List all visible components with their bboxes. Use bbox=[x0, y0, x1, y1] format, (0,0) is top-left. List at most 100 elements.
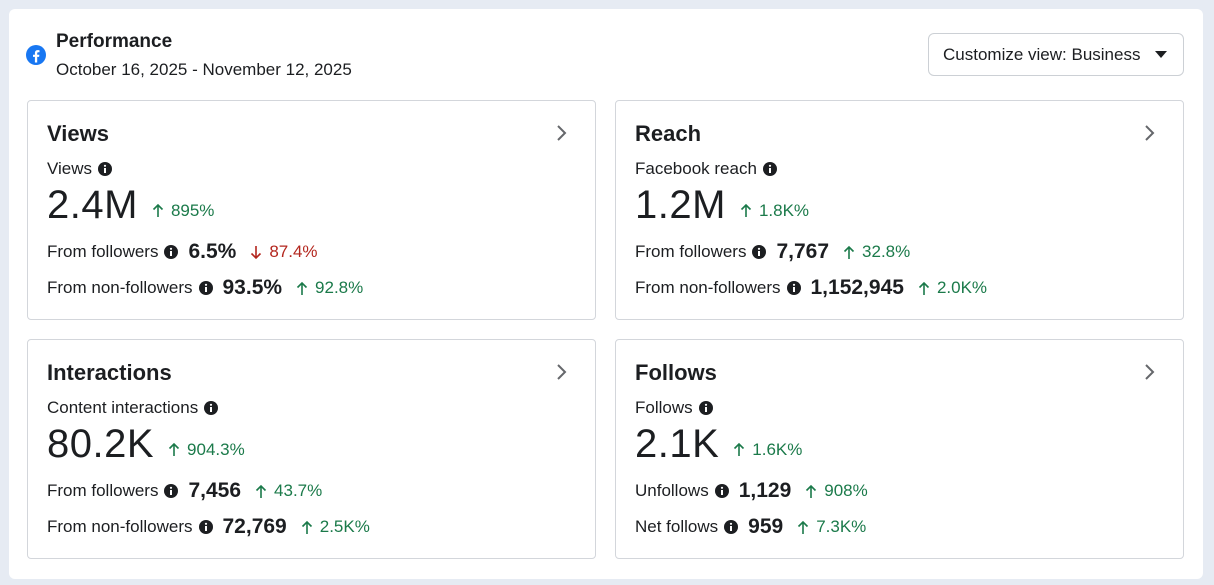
sub-metric-label: Unfollows bbox=[635, 481, 709, 500]
delta-text: 43.7% bbox=[274, 481, 323, 500]
chevron-right-icon[interactable] bbox=[551, 362, 571, 382]
metric-delta: 1.8K% bbox=[740, 201, 809, 221]
sub-metric-label: From followers bbox=[635, 242, 747, 261]
customize-view-label: Customize view: Business bbox=[943, 44, 1141, 64]
sub-metric-row: From non-followers 72,769 2.5K% bbox=[47, 515, 370, 539]
delta-text: 32.8% bbox=[862, 242, 911, 261]
card-title: Follows bbox=[635, 360, 717, 385]
metric-delta: 904.3% bbox=[168, 440, 245, 460]
card-title: Views bbox=[47, 121, 109, 146]
delta-text: 895% bbox=[170, 200, 215, 220]
metric-delta: 895% bbox=[152, 201, 214, 221]
sub-metric-row: Unfollows 1,129 908% bbox=[635, 479, 868, 503]
metric-label: Views bbox=[47, 159, 113, 179]
delta-text: 2.5K% bbox=[319, 517, 370, 536]
sub-metric-delta: 43.7% bbox=[255, 481, 322, 501]
card-follows[interactable]: Follows Follows 2.1K 1.6K% Unfollows 1,1… bbox=[615, 339, 1184, 559]
arrow-up-icon bbox=[734, 442, 745, 456]
sub-metric-delta: 908% bbox=[805, 481, 868, 501]
arrow-up-icon bbox=[843, 245, 855, 259]
customize-view-dropdown[interactable]: Customize view: Business bbox=[928, 33, 1184, 76]
sub-metric-value: 7,767 bbox=[776, 240, 830, 263]
info-icon[interactable] bbox=[98, 162, 113, 176]
sub-metric-label: From non-followers bbox=[47, 517, 193, 536]
date-range: October 16, 2025 - November 12, 2025 bbox=[56, 60, 352, 79]
sub-metric-row: From non-followers 93.5% 92.8% bbox=[47, 276, 363, 300]
info-icon[interactable] bbox=[714, 484, 729, 498]
sub-metric-label: From non-followers bbox=[635, 278, 781, 297]
chevron-right-icon[interactable] bbox=[551, 123, 571, 143]
delta-text: 904.3% bbox=[187, 439, 245, 459]
sub-metric-delta: 2.5K% bbox=[301, 517, 370, 537]
sub-metric-label: From followers bbox=[47, 481, 159, 500]
info-icon[interactable] bbox=[698, 401, 713, 415]
arrow-up-icon bbox=[918, 281, 930, 295]
info-icon[interactable] bbox=[198, 520, 213, 534]
sub-metric-label: From followers bbox=[47, 242, 159, 261]
sub-metric-value: 1,152,945 bbox=[810, 276, 904, 299]
metric-value-row: 2.4M 895% bbox=[47, 183, 214, 228]
delta-text: 908% bbox=[824, 481, 868, 500]
metric-value: 2.1K bbox=[635, 422, 720, 466]
card-reach[interactable]: Reach Facebook reach 1.2M 1.8K% From fol… bbox=[615, 100, 1184, 320]
sub-metric-row: From followers 7,456 43.7% bbox=[47, 479, 322, 503]
card-title: Interactions bbox=[47, 360, 172, 385]
sub-metric-row: From non-followers 1,152,945 2.0K% bbox=[635, 276, 987, 300]
metric-label-text: Content interactions bbox=[47, 398, 199, 417]
metric-label: Follows bbox=[635, 398, 713, 418]
metric-label: Content interactions bbox=[47, 398, 219, 418]
facebook-logo-icon bbox=[26, 45, 46, 65]
metric-value: 1.2M bbox=[635, 183, 726, 227]
caret-down-icon bbox=[1155, 51, 1167, 58]
metric-label-text: Follows bbox=[635, 398, 693, 417]
sub-metric-row: From followers 6.5% 87.4% bbox=[47, 240, 318, 264]
metric-label-text: Views bbox=[47, 159, 93, 178]
delta-text: 1.6K% bbox=[752, 439, 803, 459]
info-icon[interactable] bbox=[198, 281, 213, 295]
arrow-down-icon bbox=[251, 245, 262, 259]
chevron-right-icon[interactable] bbox=[1139, 362, 1159, 382]
sub-metric-value: 93.5% bbox=[222, 276, 283, 299]
arrow-up-icon bbox=[152, 203, 164, 217]
metric-label-text: Facebook reach bbox=[635, 159, 757, 178]
arrow-up-icon bbox=[740, 203, 752, 217]
card-interactions[interactable]: Interactions Content interactions 80.2K … bbox=[27, 339, 596, 559]
performance-panel: Performance October 16, 2025 - November … bbox=[9, 9, 1203, 579]
chevron-right-icon[interactable] bbox=[1139, 123, 1159, 143]
sub-metric-delta: 92.8% bbox=[296, 278, 363, 298]
info-icon[interactable] bbox=[786, 281, 801, 295]
info-icon[interactable] bbox=[164, 245, 179, 259]
arrow-up-icon bbox=[301, 520, 312, 534]
card-views[interactable]: Views Views 2.4M 895% From followers 6.5… bbox=[27, 100, 596, 320]
info-icon[interactable] bbox=[204, 401, 219, 415]
info-icon[interactable] bbox=[164, 484, 179, 498]
metric-value: 2.4M bbox=[47, 183, 138, 227]
metric-delta: 1.6K% bbox=[733, 440, 802, 460]
arrow-up-icon bbox=[798, 520, 809, 534]
delta-text: 87.4% bbox=[269, 242, 318, 261]
delta-text: 92.8% bbox=[315, 278, 364, 297]
metric-value-row: 2.1K 1.6K% bbox=[635, 422, 802, 467]
metric-value: 80.2K bbox=[47, 422, 155, 466]
sub-metric-value: 6.5% bbox=[188, 240, 237, 263]
metric-value-row: 80.2K 904.3% bbox=[47, 422, 245, 467]
delta-text: 1.8K% bbox=[758, 200, 810, 220]
performance-header: Performance October 16, 2025 - November … bbox=[9, 9, 1203, 99]
delta-text: 7.3K% bbox=[816, 517, 867, 536]
info-icon[interactable] bbox=[724, 520, 739, 534]
sub-metric-row: Net follows 959 7.3K% bbox=[635, 515, 866, 539]
sub-metric-label: Net follows bbox=[635, 517, 719, 536]
delta-text: 2.0K% bbox=[936, 278, 988, 297]
card-title: Reach bbox=[635, 121, 702, 146]
info-icon[interactable] bbox=[762, 162, 777, 176]
info-icon[interactable] bbox=[752, 245, 767, 259]
metric-value-row: 1.2M 1.8K% bbox=[635, 183, 809, 228]
sub-metric-value: 959 bbox=[748, 515, 784, 538]
sub-metric-label: From non-followers bbox=[47, 278, 193, 297]
arrow-up-icon bbox=[806, 484, 817, 498]
sub-metric-row: From followers 7,767 32.8% bbox=[635, 240, 910, 264]
sub-metric-value: 1,129 bbox=[738, 479, 792, 502]
arrow-up-icon bbox=[296, 281, 308, 295]
arrow-up-icon bbox=[168, 442, 180, 456]
arrow-up-icon bbox=[255, 484, 267, 498]
